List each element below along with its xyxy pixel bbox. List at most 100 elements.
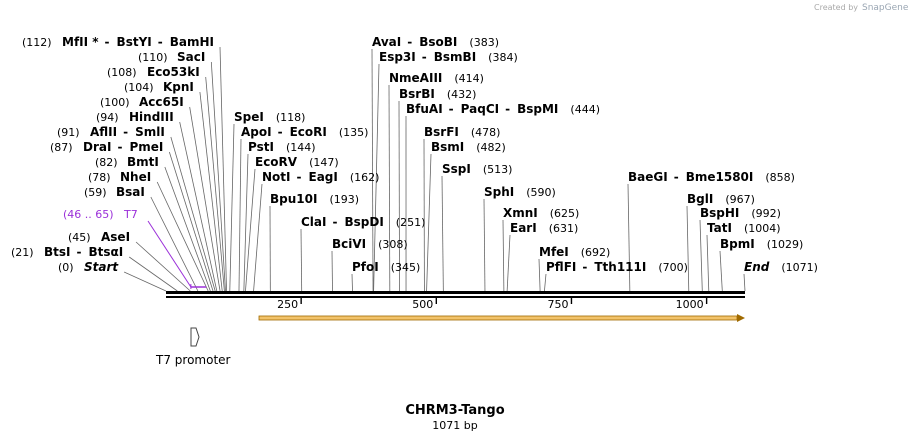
site-name[interactable]: Acc65I bbox=[139, 95, 184, 109]
site-name[interactable]: BaeGI bbox=[628, 170, 668, 184]
restriction-site[interactable]: End (1071) bbox=[744, 260, 818, 274]
restriction-site[interactable]: BfuAI - PaqCI - BspMI (444) bbox=[406, 102, 600, 116]
site-name[interactable]: SpeI bbox=[234, 110, 264, 124]
site-name[interactable]: AvaI bbox=[372, 35, 401, 49]
site-name[interactable]: MfeI bbox=[539, 245, 569, 259]
site-name[interactable]: XmnI bbox=[503, 206, 538, 220]
restriction-site[interactable]: Bpu10I (193) bbox=[270, 192, 359, 206]
restriction-site[interactable]: BsrFI (478) bbox=[424, 125, 500, 139]
restriction-site[interactable]: EcoRV (147) bbox=[255, 155, 339, 169]
restriction-site[interactable]: NmeAIII (414) bbox=[389, 71, 484, 85]
site-name[interactable]: BsmI bbox=[431, 140, 464, 154]
site-partner-name[interactable]: Tth111I bbox=[594, 260, 646, 274]
restriction-site[interactable]: PflFI - Tth111I (700) bbox=[546, 260, 688, 274]
restriction-site[interactable]: (87) DraI - PmeI bbox=[50, 140, 163, 154]
site-name[interactable]: BmtI bbox=[127, 155, 159, 169]
restriction-site[interactable]: XmnI (625) bbox=[503, 206, 579, 220]
site-name[interactable]: TatI bbox=[707, 221, 732, 235]
site-name[interactable]: BsrBI bbox=[399, 87, 435, 101]
site-name[interactable]: NotI bbox=[262, 170, 291, 184]
site-name[interactable]: BglI bbox=[687, 192, 713, 206]
site-name[interactable]: SphI bbox=[484, 185, 514, 199]
site-name[interactable]: BsaI bbox=[116, 185, 145, 199]
site-partner-name[interactable]: BamHI bbox=[170, 35, 214, 49]
restriction-site[interactable]: (0) Start bbox=[58, 260, 119, 274]
site-name[interactable]: AflII bbox=[90, 125, 117, 139]
restriction-site[interactable]: (108) Eco53kI bbox=[107, 65, 200, 79]
restriction-site[interactable]: ApoI - EcoRI (135) bbox=[241, 125, 368, 139]
restriction-site[interactable]: (59) BsaI bbox=[84, 185, 145, 199]
site-name[interactable]: ApoI bbox=[241, 125, 272, 139]
site-partner-name[interactable]: PaqCI bbox=[461, 102, 499, 116]
site-name[interactable]: Esp3I bbox=[379, 50, 416, 64]
t7-promoter[interactable]: T7 promoter bbox=[155, 327, 231, 367]
restriction-site[interactable]: BspHI (992) bbox=[700, 206, 781, 220]
feature-name[interactable]: T7 bbox=[123, 208, 138, 221]
restriction-site[interactable]: (91) AflII - SmlI bbox=[57, 125, 165, 139]
site-partner-name[interactable]: BsmBI bbox=[434, 50, 476, 64]
feature-t7[interactable]: (46 .. 65) T7 bbox=[63, 208, 138, 221]
site-name[interactable]: ClaI bbox=[301, 215, 326, 229]
restriction-site[interactable]: TatI (1004) bbox=[707, 221, 781, 235]
orf-arrow[interactable] bbox=[258, 314, 745, 322]
restriction-site[interactable]: (82) BmtI bbox=[95, 155, 159, 169]
site-name[interactable]: BtsI bbox=[44, 245, 71, 259]
restriction-site[interactable]: BaeGI - Bme1580I (858) bbox=[628, 170, 795, 184]
restriction-site[interactable]: PstI (144) bbox=[248, 140, 316, 154]
orf-arrowhead[interactable] bbox=[737, 314, 745, 322]
promoter-arrow-icon[interactable] bbox=[190, 327, 200, 347]
site-partner-name[interactable]: BstYI bbox=[117, 35, 152, 49]
site-name[interactable]: SspI bbox=[442, 162, 471, 176]
restriction-site[interactable]: NotI - EagI (162) bbox=[262, 170, 379, 184]
site-name[interactable]: BsrFI bbox=[424, 125, 459, 139]
site-partner-name[interactable]: EcoRI bbox=[290, 125, 327, 139]
site-partner-name[interactable]: BtsαI bbox=[89, 245, 124, 259]
site-name[interactable]: BciVI bbox=[332, 237, 366, 251]
restriction-site[interactable]: (94) HindIII bbox=[96, 110, 174, 124]
restriction-site[interactable]: AvaI - BsoBI (383) bbox=[372, 35, 499, 49]
site-partner-name[interactable]: BspDI bbox=[344, 215, 383, 229]
restriction-site[interactable]: (100) Acc65I bbox=[100, 95, 184, 109]
restriction-site[interactable]: BpmI (1029) bbox=[720, 237, 803, 251]
site-partner-name[interactable]: Bme1580I bbox=[686, 170, 754, 184]
site-partner-name[interactable]: EagI bbox=[309, 170, 338, 184]
restriction-site[interactable]: (112) MfII * - BstYI - BamHI bbox=[22, 35, 214, 49]
site-name[interactable]: AseI bbox=[101, 230, 130, 244]
site-partner-name[interactable]: PmeI bbox=[129, 140, 163, 154]
site-name[interactable]: NmeAIII bbox=[389, 71, 442, 85]
restriction-site[interactable]: BciVI (308) bbox=[332, 237, 408, 251]
restriction-site[interactable]: (110) SacI bbox=[138, 50, 205, 64]
site-partner-name[interactable]: BsoBI bbox=[419, 35, 457, 49]
orf-bar[interactable] bbox=[258, 315, 738, 321]
site-name[interactable]: HindIII bbox=[129, 110, 174, 124]
restriction-site[interactable]: EarI (631) bbox=[510, 221, 578, 235]
site-name[interactable]: DraI bbox=[83, 140, 111, 154]
site-name[interactable]: PfoI bbox=[352, 260, 379, 274]
site-name[interactable]: End bbox=[744, 260, 770, 274]
restriction-site[interactable]: (78) NheI bbox=[88, 170, 151, 184]
restriction-site[interactable]: (45) AseI bbox=[68, 230, 130, 244]
site-name[interactable]: MfII * bbox=[62, 35, 99, 49]
restriction-site[interactable]: (104) KpnI bbox=[124, 80, 194, 94]
restriction-site[interactable]: ClaI - BspDI (251) bbox=[301, 215, 425, 229]
restriction-site[interactable]: SphI (590) bbox=[484, 185, 556, 199]
restriction-site[interactable]: BglI (967) bbox=[687, 192, 755, 206]
site-name[interactable]: BspHI bbox=[700, 206, 739, 220]
site-name[interactable]: SacI bbox=[177, 50, 205, 64]
restriction-site[interactable]: BsrBI (432) bbox=[399, 87, 476, 101]
restriction-site[interactable]: SspI (513) bbox=[442, 162, 512, 176]
site-name[interactable]: Eco53kI bbox=[147, 65, 200, 79]
restriction-site[interactable]: PfoI (345) bbox=[352, 260, 420, 274]
site-name[interactable]: BpmI bbox=[720, 237, 755, 251]
restriction-site[interactable]: (21) BtsI - BtsαI bbox=[11, 245, 123, 259]
restriction-site[interactable]: MfeI (692) bbox=[539, 245, 610, 259]
site-name[interactable]: PflFI bbox=[546, 260, 576, 274]
site-partner-name[interactable]: SmlI bbox=[135, 125, 165, 139]
site-partner-name[interactable]: BspMI bbox=[517, 102, 558, 116]
restriction-site[interactable]: Esp3I - BsmBI (384) bbox=[379, 50, 518, 64]
site-name[interactable]: PstI bbox=[248, 140, 274, 154]
restriction-site[interactable]: BsmI (482) bbox=[431, 140, 506, 154]
site-name[interactable]: Start bbox=[84, 260, 119, 274]
site-name[interactable]: EarI bbox=[510, 221, 537, 235]
site-name[interactable]: KpnI bbox=[163, 80, 194, 94]
